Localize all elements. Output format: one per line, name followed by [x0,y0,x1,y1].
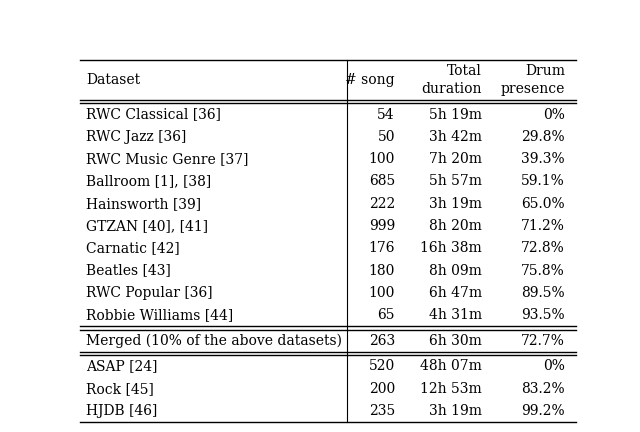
Text: 89.5%: 89.5% [522,286,565,300]
Text: 3h 19m: 3h 19m [429,404,482,418]
Text: 29.8%: 29.8% [522,130,565,144]
Text: 59.1%: 59.1% [522,175,565,188]
Text: 93.5%: 93.5% [522,308,565,322]
Text: 6h 47m: 6h 47m [429,286,482,300]
Text: 999: 999 [369,219,395,233]
Text: Carnatic [42]: Carnatic [42] [86,241,180,255]
Text: 3h 42m: 3h 42m [429,130,482,144]
Text: Ballroom [1], [38]: Ballroom [1], [38] [86,175,211,188]
Text: 48h 07m: 48h 07m [420,359,482,373]
Text: 50: 50 [378,130,395,144]
Text: RWC Jazz [36]: RWC Jazz [36] [86,130,186,144]
Text: 200: 200 [369,381,395,396]
Text: 685: 685 [369,175,395,188]
Text: 16h 38m: 16h 38m [420,241,482,255]
Text: 72.8%: 72.8% [522,241,565,255]
Text: 12h 53m: 12h 53m [420,381,482,396]
Text: RWC Classical [36]: RWC Classical [36] [86,108,221,121]
Text: ASAP [24]: ASAP [24] [86,359,157,373]
Text: HJDB [46]: HJDB [46] [86,404,157,418]
Text: 65: 65 [378,308,395,322]
Text: 0%: 0% [543,108,565,121]
Text: 65.0%: 65.0% [522,197,565,211]
Text: 54: 54 [378,108,395,121]
Text: 520: 520 [369,359,395,373]
Text: Rock [45]: Rock [45] [86,381,154,396]
Text: Hainsworth [39]: Hainsworth [39] [86,197,201,211]
Text: 100: 100 [369,152,395,166]
Text: 263: 263 [369,334,395,348]
Text: 180: 180 [369,264,395,277]
Text: 5h 57m: 5h 57m [429,175,482,188]
Text: Robbie Williams [44]: Robbie Williams [44] [86,308,233,322]
Text: 8h 09m: 8h 09m [429,264,482,277]
Text: 72.7%: 72.7% [521,334,565,348]
Text: Dataset: Dataset [86,73,140,87]
Text: 71.2%: 71.2% [521,219,565,233]
Text: 39.3%: 39.3% [522,152,565,166]
Text: duration: duration [421,83,482,96]
Text: presence: presence [500,83,565,96]
Text: # song: # song [346,73,395,87]
Text: 100: 100 [369,286,395,300]
Text: 3h 19m: 3h 19m [429,197,482,211]
Text: 235: 235 [369,404,395,418]
Text: RWC Music Genre [37]: RWC Music Genre [37] [86,152,248,166]
Text: 8h 20m: 8h 20m [429,219,482,233]
Text: GTZAN [40], [41]: GTZAN [40], [41] [86,219,208,233]
Text: 176: 176 [369,241,395,255]
Text: RWC Popular [36]: RWC Popular [36] [86,286,212,300]
Text: 83.2%: 83.2% [522,381,565,396]
Text: 222: 222 [369,197,395,211]
Text: Beatles [43]: Beatles [43] [86,264,171,277]
Text: Total: Total [447,64,482,78]
Text: Merged (10% of the above datasets): Merged (10% of the above datasets) [86,334,342,348]
Text: 7h 20m: 7h 20m [429,152,482,166]
Text: 0%: 0% [543,359,565,373]
Text: Drum: Drum [525,64,565,78]
Text: 75.8%: 75.8% [522,264,565,277]
Text: 5h 19m: 5h 19m [429,108,482,121]
Text: 6h 30m: 6h 30m [429,334,482,348]
Text: 4h 31m: 4h 31m [429,308,482,322]
Text: 99.2%: 99.2% [522,404,565,418]
